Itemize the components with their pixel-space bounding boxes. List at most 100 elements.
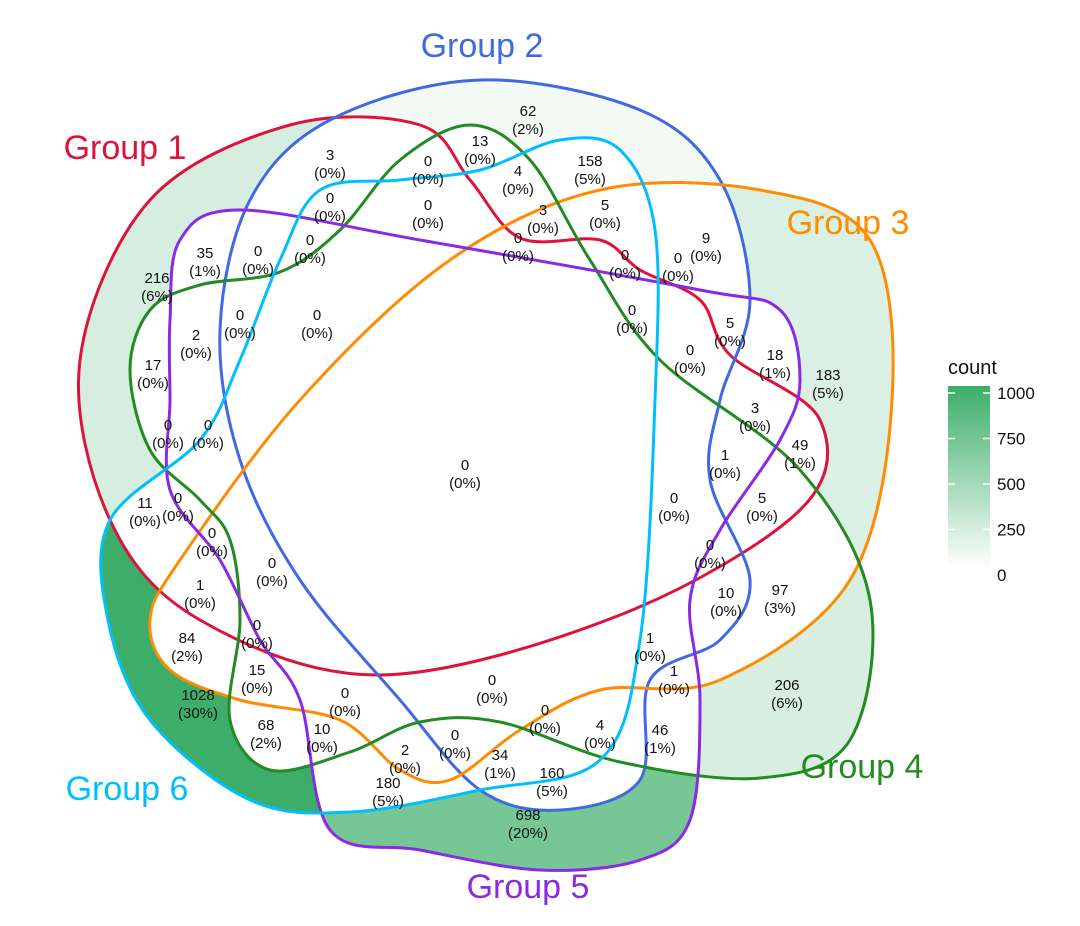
legend-tick-label: 500 <box>997 475 1025 494</box>
region-percent: (0%) <box>609 265 641 282</box>
region-count: 2 <box>192 327 200 344</box>
region-percent: (0%) <box>242 261 274 278</box>
region-percent: (0%) <box>196 543 228 560</box>
region-count: 0 <box>686 342 694 359</box>
set-outline-group-3 <box>148 180 895 785</box>
region-percent: (0%) <box>709 465 741 482</box>
region-percent: (0%) <box>180 345 212 362</box>
region-count: 10 <box>718 585 735 602</box>
region-percent: (0%) <box>694 555 726 572</box>
region-percent: (0%) <box>658 508 690 525</box>
region-count: 160 <box>539 765 564 782</box>
region-percent: (0%) <box>746 508 778 525</box>
legend: count 1000 750 500 250 0 <box>948 357 1035 585</box>
region-percent: (0%) <box>184 595 216 612</box>
region-percent: (6%) <box>771 695 803 712</box>
region-percent: (0%) <box>294 250 326 267</box>
set-outline-group-1 <box>77 115 830 677</box>
region-percent: (0%) <box>152 435 184 452</box>
region-percent: (2%) <box>171 648 203 665</box>
region-count: 0 <box>424 197 432 214</box>
region-percent: (1%) <box>644 740 676 757</box>
region-percent: (0%) <box>449 475 481 492</box>
region-count: 1 <box>670 663 678 680</box>
region-percent: (1%) <box>759 365 791 382</box>
group-label-4: Group 4 <box>801 748 924 786</box>
region-percent: (0%) <box>739 418 771 435</box>
region-count: 0 <box>174 490 182 507</box>
region-count: 180 <box>375 775 400 792</box>
group-label-6: Group 6 <box>66 770 189 808</box>
region-percent: (0%) <box>192 435 224 452</box>
set-outline-group-5 <box>164 208 802 872</box>
region-count: 0 <box>341 685 349 702</box>
region-count: 183 <box>815 367 840 384</box>
region-count: 1028 <box>181 687 214 704</box>
region-percent: (0%) <box>129 513 161 530</box>
region-count: 68 <box>258 717 275 734</box>
region-count: 10 <box>314 721 331 738</box>
region-count: 0 <box>424 153 432 170</box>
region-count: 11 <box>137 495 153 512</box>
region-percent: (30%) <box>178 705 218 722</box>
region-count: 1 <box>721 447 729 464</box>
region-percent: (6%) <box>141 288 173 305</box>
set-outline-group-6 <box>99 136 660 815</box>
region-count: 0 <box>514 230 522 247</box>
region-count: 0 <box>313 307 321 324</box>
legend-tick-label: 750 <box>997 430 1025 449</box>
region-percent: (0%) <box>314 165 346 182</box>
region-percent: (5%) <box>372 793 404 810</box>
region-percent: (0%) <box>464 151 496 168</box>
region-percent: (0%) <box>241 635 273 652</box>
region-percent: (2%) <box>512 121 544 138</box>
region-count: 0 <box>253 617 261 634</box>
region-count: 0 <box>254 243 262 260</box>
region-percent: (0%) <box>589 215 621 232</box>
region-count: 0 <box>488 672 496 689</box>
region-count: 698 <box>515 807 540 824</box>
region-percent: (2%) <box>250 735 282 752</box>
region-count: 0 <box>670 490 678 507</box>
legend-tick-label: 1000 <box>997 384 1035 403</box>
region-labels: 62(2%)13(0%) 158(5%)3(0%)0(0%) 4(0%)0(0%)0… <box>129 103 844 842</box>
region-count: 3 <box>326 147 334 164</box>
legend-title: count <box>948 357 997 379</box>
region-percent: (0%) <box>439 745 471 762</box>
region-percent: (1%) <box>784 455 816 472</box>
group-label-5: Group 5 <box>467 868 590 906</box>
region-percent: (0%) <box>527 220 559 237</box>
region-percent: (0%) <box>658 681 690 698</box>
region-percent: (5%) <box>574 171 606 188</box>
region-percent: (0%) <box>476 690 508 707</box>
region-percent: (0%) <box>662 268 694 285</box>
region-count: 62 <box>520 103 537 120</box>
group-label-2: Group 2 <box>421 27 544 65</box>
region-count: 46 <box>652 722 669 739</box>
region-percent: (0%) <box>674 360 706 377</box>
region-count: 4 <box>514 163 522 180</box>
region-percent: (5%) <box>536 783 568 800</box>
region-percent: (0%) <box>306 739 338 756</box>
region-count: 0 <box>621 247 629 264</box>
region-count: 84 <box>179 630 196 647</box>
region-percent: (0%) <box>224 325 256 342</box>
region-count: 13 <box>472 133 489 150</box>
region-percent: (5%) <box>812 385 844 402</box>
region-count: 0 <box>306 232 314 249</box>
region-percent: (0%) <box>256 573 288 590</box>
region-count: 1 <box>646 630 654 647</box>
region-percent: (0%) <box>634 648 666 665</box>
region-count: 0 <box>326 190 334 207</box>
region-percent: (0%) <box>412 171 444 188</box>
region-count: 17 <box>145 357 162 374</box>
region-count: 1 <box>196 577 204 594</box>
region-percent: (0%) <box>529 720 561 737</box>
region-percent: (0%) <box>301 325 333 342</box>
region-percent: (0%) <box>314 208 346 225</box>
region-count: 0 <box>674 250 682 267</box>
region-count: 15 <box>249 662 266 679</box>
set-outline-group-4 <box>128 123 875 781</box>
